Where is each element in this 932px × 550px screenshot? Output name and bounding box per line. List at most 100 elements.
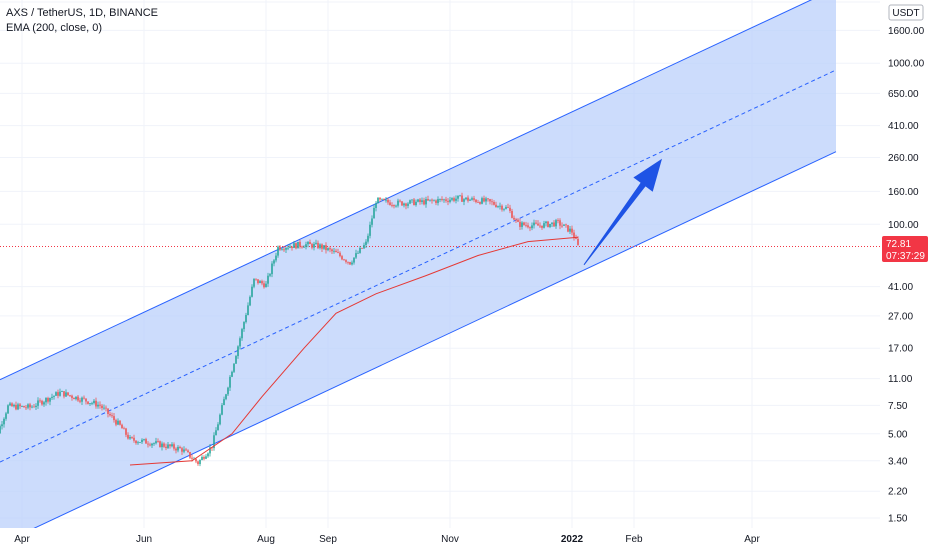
candle-body [199, 460, 201, 465]
candle-body [141, 439, 143, 443]
candle-body [13, 404, 15, 407]
candle-body [123, 428, 125, 430]
candle-body [237, 346, 239, 357]
candle-body [91, 403, 93, 404]
candle-body [517, 219, 519, 222]
time-tick-label: Jun [136, 534, 152, 545]
candle-body [121, 424, 123, 429]
candle-body [415, 201, 417, 206]
candle-body [127, 434, 129, 439]
channel-lower-line[interactable] [0, 151, 837, 545]
candle-body [77, 396, 79, 401]
candle-body [179, 446, 181, 449]
candle-body [405, 203, 407, 206]
candle-body [393, 205, 395, 207]
price-axis-ticks: 1600.00 1000.00 650.00 410.00 260.00 160.00 10… [888, 26, 925, 525]
time-axis-ticks: Apr Jun Aug Sep Nov 2022 Feb Apr [14, 534, 760, 545]
candle-body [399, 200, 401, 202]
candle-body [11, 403, 13, 407]
candle-body [201, 457, 203, 461]
price-tick-label: 1000.00 [888, 59, 925, 70]
candle-body [265, 283, 267, 288]
candle-body [149, 444, 151, 446]
candle-body [561, 225, 563, 227]
candle-body [461, 195, 463, 202]
candle-body [39, 400, 41, 402]
price-tick-label: 7.50 [888, 401, 908, 412]
candle-body [329, 248, 331, 250]
candle-body [407, 203, 409, 206]
candle-body [207, 453, 209, 457]
candle-body [339, 252, 341, 257]
price-tick-label: 41.00 [888, 282, 913, 293]
candle-body [307, 242, 309, 245]
candle-body [79, 400, 81, 402]
candle-body [17, 404, 19, 410]
candle-body [347, 261, 349, 263]
candle-body [277, 246, 279, 256]
candle-body [159, 441, 161, 448]
candle-body [261, 281, 263, 284]
candle-body [67, 392, 69, 396]
candle-body [369, 224, 371, 236]
candle-body [7, 405, 9, 414]
candle-body [411, 199, 413, 201]
candle-body [37, 400, 39, 406]
candle-body [377, 197, 379, 204]
channel-upper-line[interactable] [0, 0, 836, 381]
candle-body [47, 398, 49, 402]
candle-body [187, 450, 189, 452]
candle-body [387, 199, 389, 203]
arrow-shape[interactable] [583, 158, 662, 266]
candle-body [335, 250, 337, 253]
candle-body [281, 249, 283, 251]
candle-body [3, 418, 5, 425]
candle-body [235, 356, 237, 364]
price-tick-label: 160.00 [888, 187, 919, 198]
candle-body [21, 406, 23, 407]
price-tick-label: 2.20 [888, 487, 908, 498]
time-axis[interactable] [0, 528, 880, 550]
candle-body [195, 458, 197, 462]
channel[interactable] [0, 0, 837, 545]
candle-body [113, 416, 115, 421]
candle-body [409, 200, 411, 204]
indicator-line[interactable]: EMA (200, close, 0) [6, 22, 102, 34]
currency-box[interactable] [888, 4, 924, 21]
candle-body [503, 208, 505, 210]
candle-body [341, 256, 343, 260]
candle-body [173, 444, 175, 449]
ema-line[interactable] [129, 236, 579, 466]
candle-body [85, 398, 87, 402]
candle-body [367, 235, 369, 242]
candle-body [375, 203, 377, 208]
candle-body [285, 247, 287, 250]
candle-body [333, 250, 335, 252]
candle-body [397, 200, 399, 206]
candle-body [0, 426, 1, 434]
time-tick-label: Apr [744, 534, 760, 545]
candle-body [283, 249, 285, 251]
price-axis[interactable] [880, 0, 932, 550]
candle-body [83, 397, 85, 399]
candle-body [427, 199, 429, 201]
candle-body [545, 221, 547, 224]
candle-body [97, 404, 99, 407]
candle-body [45, 398, 47, 403]
candle-body [353, 257, 355, 263]
candle-body [435, 200, 437, 203]
candle-body [33, 406, 35, 408]
price-tick-label: 1600.00 [888, 26, 925, 37]
candle-body [337, 252, 339, 253]
symbol-line[interactable]: AXS / TetherUS, 1D, BINANCE [6, 7, 159, 19]
candle-body [293, 243, 295, 249]
candle-body [161, 443, 163, 448]
candle-body [299, 241, 301, 247]
candle-body [153, 443, 155, 445]
candle-body [93, 400, 95, 404]
candle-body [183, 449, 185, 452]
candle-body [471, 198, 473, 200]
projection-arrow[interactable] [583, 158, 662, 266]
candle-body [273, 260, 275, 264]
